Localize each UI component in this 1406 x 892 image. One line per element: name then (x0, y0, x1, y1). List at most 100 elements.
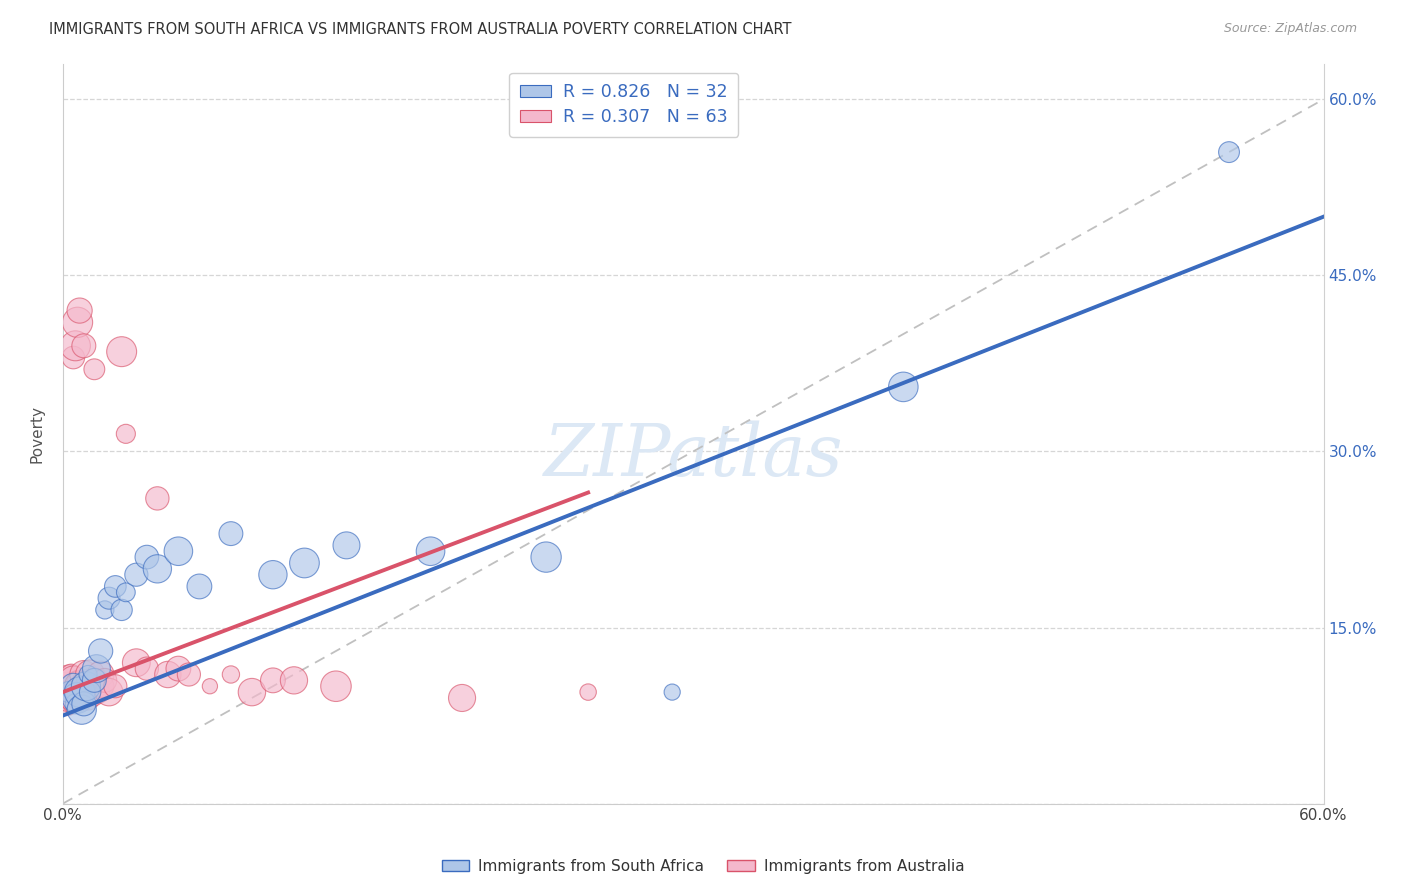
Point (262, 567, 284, 582)
Point (58, 685, 80, 699)
Point (75, 685, 97, 699)
Point (576, 685, 599, 699)
Point (73, 667, 96, 681)
Point (70, 703, 93, 717)
Point (198, 679, 221, 693)
Point (1218, 145, 1240, 160)
Point (90, 644, 112, 658)
Point (66, 315, 89, 329)
Point (86, 673, 108, 688)
Legend: R = 0.826   N = 32, R = 0.307   N = 63: R = 0.826 N = 32, R = 0.307 N = 63 (509, 73, 738, 136)
Point (135, 662, 157, 676)
Point (661, 685, 683, 699)
Point (111, 603, 134, 617)
Text: Source: ZipAtlas.com: Source: ZipAtlas.com (1223, 22, 1357, 36)
Point (62, 685, 84, 699)
Point (83, 679, 105, 693)
Point (65, 697, 87, 711)
Text: ZIPatlas: ZIPatlas (543, 421, 844, 491)
Point (891, 380, 914, 394)
Point (294, 556, 316, 570)
Point (65, 685, 87, 699)
Point (69, 679, 91, 693)
Point (70, 673, 93, 688)
Point (451, 690, 474, 705)
Point (146, 491, 169, 506)
Point (69, 685, 91, 699)
Point (135, 550, 157, 565)
Point (125, 656, 148, 670)
Point (83, 362, 105, 376)
Point (262, 673, 284, 688)
Point (60, 697, 83, 711)
Point (77, 673, 100, 688)
Point (79, 685, 101, 699)
Point (53, 685, 76, 699)
Point (104, 579, 127, 593)
Legend: Immigrants from South Africa, Immigrants from Australia: Immigrants from South Africa, Immigrants… (436, 853, 970, 880)
Point (62, 690, 84, 705)
Point (69, 303, 91, 318)
Point (75, 679, 97, 693)
Point (94, 603, 117, 617)
Point (419, 544, 441, 558)
Point (283, 673, 305, 688)
Point (62, 673, 84, 688)
Point (335, 538, 357, 552)
Point (156, 667, 179, 681)
Point (62, 351, 84, 365)
Point (82, 685, 104, 699)
Y-axis label: Poverty: Poverty (30, 405, 44, 463)
Point (83, 673, 105, 688)
Point (219, 667, 242, 681)
Point (69, 685, 91, 699)
Point (177, 667, 200, 681)
Point (90, 667, 112, 681)
Point (65, 679, 87, 693)
Point (60, 679, 83, 693)
Point (70, 679, 93, 693)
Point (86, 662, 108, 676)
Point (69, 690, 91, 705)
Point (219, 526, 242, 541)
Point (146, 562, 169, 576)
Point (104, 679, 127, 693)
Point (60, 667, 83, 681)
Point (167, 544, 190, 558)
Point (115, 426, 138, 441)
Point (79, 667, 101, 681)
Point (75, 679, 97, 693)
Point (240, 685, 263, 699)
Point (188, 579, 211, 593)
Point (56, 697, 79, 711)
Point (73, 339, 96, 353)
Point (87, 685, 110, 699)
Point (66, 690, 89, 705)
Point (98, 685, 121, 699)
Point (167, 662, 190, 676)
Point (58, 685, 80, 699)
Point (82, 673, 104, 688)
Point (56, 679, 79, 693)
Point (58, 673, 80, 688)
Point (66, 679, 89, 693)
Point (91, 679, 114, 693)
Point (79, 679, 101, 693)
Text: IMMIGRANTS FROM SOUTH AFRICA VS IMMIGRANTS FROM AUSTRALIA POVERTY CORRELATION CH: IMMIGRANTS FROM SOUTH AFRICA VS IMMIGRAN… (49, 22, 792, 37)
Point (98, 591, 121, 606)
Point (58, 690, 80, 705)
Point (125, 567, 148, 582)
Point (73, 697, 96, 711)
Point (94, 673, 117, 688)
Point (77, 690, 100, 705)
Point (534, 550, 557, 565)
Point (65, 339, 87, 353)
Point (62, 679, 84, 693)
Point (325, 679, 347, 693)
Point (70, 685, 93, 699)
Point (77, 667, 100, 681)
Point (111, 344, 134, 359)
Point (115, 585, 138, 599)
Point (73, 685, 96, 699)
Point (66, 673, 89, 688)
